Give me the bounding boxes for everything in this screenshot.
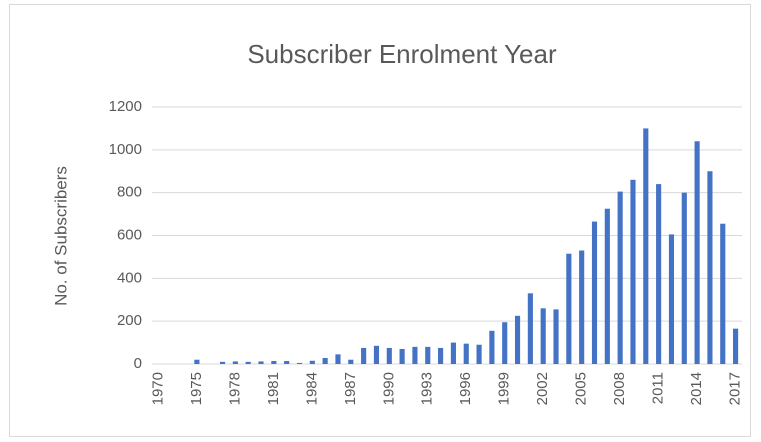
x-tick-label: 1987 (342, 372, 359, 405)
x-tick-label: 1993 (419, 372, 436, 405)
x-tick-label: 1975 (188, 372, 205, 405)
bar (668, 234, 675, 364)
bar (630, 179, 636, 364)
bar (694, 141, 700, 364)
bar (271, 361, 277, 364)
bar (720, 223, 726, 364)
bar (617, 191, 623, 364)
bar (489, 330, 495, 364)
x-tick-label: 1990 (380, 372, 397, 405)
bar (386, 347, 392, 364)
bar (194, 359, 200, 364)
bar (309, 360, 315, 364)
x-tick-label: 2014 (688, 372, 705, 405)
bar (348, 359, 354, 364)
bar (373, 345, 380, 364)
x-tick-label: 2002 (534, 372, 551, 405)
bar (219, 361, 226, 364)
y-tick-label: 600 (117, 226, 142, 243)
y-tick-label: 1000 (109, 141, 142, 158)
bar (322, 358, 328, 364)
bar (296, 362, 303, 364)
x-tick-label: 1978 (226, 372, 243, 405)
bar (412, 346, 418, 364)
bar (361, 347, 367, 364)
bar (245, 361, 251, 364)
y-tick-label: 200 (117, 312, 142, 329)
x-tick-label: 2008 (611, 372, 628, 405)
y-tick-label: 1200 (109, 98, 142, 115)
bar (425, 346, 431, 364)
bar (553, 309, 559, 364)
chart-title: Subscriber Enrolment Year (247, 39, 557, 69)
bar (643, 128, 649, 364)
bar (656, 184, 662, 364)
bar (733, 328, 739, 364)
x-tick-label: 2005 (573, 372, 590, 405)
bar (335, 354, 341, 364)
bar (527, 293, 533, 364)
bar (579, 250, 585, 364)
bar (438, 347, 444, 364)
bar (604, 208, 610, 364)
x-tick-label: 1999 (496, 372, 513, 405)
bar (450, 342, 456, 364)
bar (591, 221, 598, 364)
bar (514, 315, 521, 364)
y-tick-label: 800 (117, 184, 142, 201)
y-tick-label: 400 (117, 269, 142, 286)
bar (540, 308, 546, 364)
x-tick-label: 1996 (457, 372, 474, 405)
bar (399, 349, 405, 364)
bar (284, 361, 290, 364)
bar (502, 322, 508, 364)
bar (707, 171, 713, 364)
x-tick-label: 1984 (303, 372, 320, 405)
x-tick-label: 2017 (727, 372, 744, 405)
y-tick-label: 0 (134, 355, 142, 372)
x-tick-label: 1970 (149, 372, 166, 405)
x-tick-label: 1981 (265, 372, 282, 405)
bar (476, 344, 482, 364)
bar (566, 253, 572, 364)
y-axis-label: No. of Subscribers (51, 166, 70, 306)
bar (681, 192, 687, 364)
x-tick-label: 2011 (650, 372, 667, 404)
chart-border (9, 4, 751, 437)
bar (463, 343, 469, 364)
bar (232, 361, 238, 364)
bar (258, 361, 264, 364)
